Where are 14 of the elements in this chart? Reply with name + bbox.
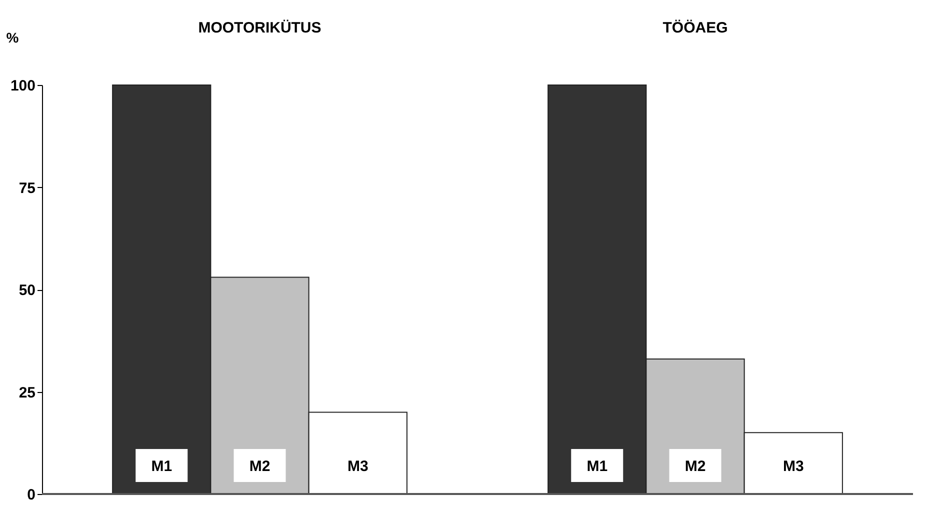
- y-axis-title: %: [6, 30, 20, 46]
- x-tick-label: MOOTORIKÜTUS: [198, 20, 322, 36]
- series-label: M3: [347, 458, 368, 475]
- text: M3: [782, 458, 804, 475]
- y-tick-label: 25: [18, 384, 36, 402]
- text: M2: [684, 458, 706, 475]
- y-tick-label: 0: [27, 486, 36, 504]
- y-tick-label: 100: [10, 78, 36, 94]
- series-label: M2: [249, 458, 270, 475]
- y-tick-label: 75: [18, 180, 36, 197]
- series-label: M1: [151, 458, 172, 475]
- y-tick-label: 50: [18, 282, 36, 299]
- x-tick-label: TÖÖAEG: [662, 20, 728, 36]
- text: M1: [586, 458, 608, 475]
